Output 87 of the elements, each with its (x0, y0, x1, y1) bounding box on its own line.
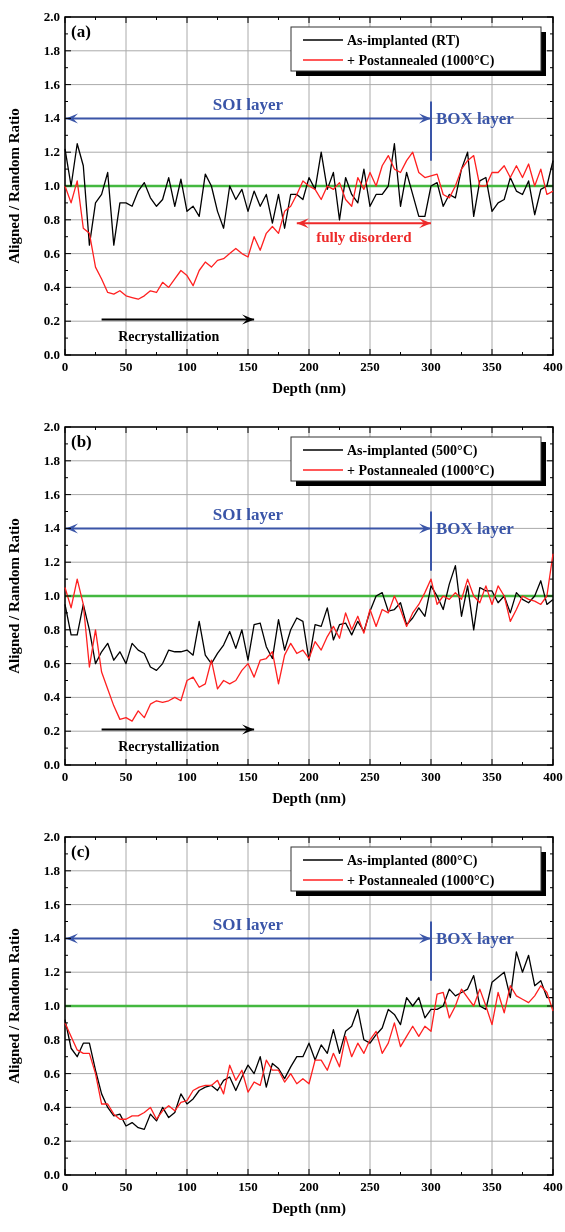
x-tick-label: 350 (482, 359, 502, 374)
x-tick-label: 100 (177, 359, 197, 374)
y-tick-label: 0.8 (43, 211, 61, 227)
legend-label: As-implanted (RT) (347, 33, 461, 49)
y-tick-label: 0.4 (43, 689, 61, 705)
y-tick-label: 0.6 (43, 1065, 61, 1081)
y-tick-label: 2.0 (43, 9, 60, 24)
x-tick-label: 200 (299, 1179, 319, 1194)
chart-title: (a) (71, 22, 91, 41)
y-tick-label: 1.2 (43, 964, 60, 980)
y-tick-label: 1.4 (43, 520, 61, 536)
x-tick-label: 200 (299, 769, 319, 784)
line-series (64, 553, 554, 722)
y-tick-label: 0.6 (43, 245, 61, 261)
x-axis-title: Depth (nm) (272, 380, 346, 397)
y-tick-label: 2.0 (43, 419, 60, 434)
y-tick-label: 0.6 (43, 655, 61, 671)
x-tick-label: 350 (482, 769, 502, 784)
y-tick-label: 1.4 (43, 930, 61, 946)
x-tick-label: 100 (177, 769, 197, 784)
y-tick-label: 0.2 (43, 1133, 60, 1149)
x-tick-label: 150 (238, 359, 258, 374)
y-tick-label: 1.2 (43, 554, 60, 570)
y-axis-title: Aligned / Random Ratio (6, 108, 22, 264)
x-tick-label: 50 (119, 359, 133, 374)
chart-title: (c) (71, 842, 90, 861)
y-tick-label: 1.8 (43, 452, 61, 468)
x-axis-title: Depth (nm) (272, 1200, 346, 1217)
y-axis-title: Aligned / Random Ratio (6, 928, 22, 1084)
x-tick-label: 50 (119, 769, 133, 784)
y-tick-label: 0.2 (43, 723, 60, 739)
annotation: fully disorderd (316, 228, 413, 245)
line-series (64, 151, 554, 300)
y-axis-title: Aligned / Random Ratio (6, 518, 22, 674)
y-tick-label: 0.4 (43, 279, 61, 295)
x-tick-label: 300 (421, 1179, 441, 1194)
x-tick-label: 350 (482, 1179, 502, 1194)
x-tick-label: 250 (360, 359, 380, 374)
chart-title: (b) (71, 432, 92, 451)
y-tick-label: 1.0 (43, 998, 60, 1013)
annotation: SOI layer (212, 95, 284, 115)
x-tick-label: 0 (61, 1179, 69, 1194)
y-tick-label: 0.8 (43, 1031, 61, 1047)
y-tick-label: 0.0 (43, 347, 60, 362)
y-tick-label: 1.0 (43, 588, 60, 603)
x-tick-label: 150 (238, 769, 258, 784)
y-tick-label: 1.8 (43, 42, 61, 58)
legend-label: + Postannealed (1000°C) (347, 873, 495, 889)
legend-label: As-implanted (500°C) (347, 443, 478, 459)
annotation: SOI layer (212, 915, 284, 935)
x-tick-label: 0 (61, 769, 69, 784)
x-tick-label: 100 (177, 1179, 197, 1194)
y-tick-label: 1.4 (43, 110, 61, 126)
y-tick-label: 0.2 (43, 313, 60, 329)
annotation: Recrystallization (118, 329, 220, 345)
x-tick-label: 150 (238, 1179, 258, 1194)
y-tick-label: 1.6 (43, 896, 61, 912)
x-tick-label: 300 (421, 359, 441, 374)
y-tick-label: 1.6 (43, 486, 61, 502)
y-tick-label: 0.8 (43, 621, 61, 637)
legend-label: + Postannealed (1000°C) (347, 53, 495, 69)
line-series (64, 985, 554, 1120)
x-tick-label: 200 (299, 359, 319, 374)
annotation: Recrystallization (118, 739, 220, 755)
x-tick-label: 50 (119, 1179, 133, 1194)
annotation: BOX layer (436, 519, 515, 539)
legend-label: + Postannealed (1000°C) (347, 463, 495, 479)
x-tick-label: 300 (421, 769, 441, 784)
y-tick-label: 1.2 (43, 144, 60, 160)
x-tick-label: 250 (360, 769, 380, 784)
y-tick-label: 1.0 (43, 178, 60, 193)
annotation: BOX layer (436, 929, 515, 949)
y-tick-label: 0.0 (43, 1167, 60, 1182)
y-tick-label: 0.4 (43, 1099, 61, 1115)
y-tick-label: 2.0 (43, 829, 60, 844)
y-tick-label: 1.6 (43, 76, 61, 92)
x-tick-label: 400 (543, 769, 563, 784)
x-axis-title: Depth (nm) (272, 790, 346, 807)
legend-label: As-implanted (800°C) (347, 853, 478, 869)
x-tick-label: 400 (543, 1179, 563, 1194)
x-tick-label: 400 (543, 359, 563, 374)
annotation: BOX layer (436, 109, 515, 129)
y-tick-label: 1.8 (43, 862, 61, 878)
x-tick-label: 250 (360, 1179, 380, 1194)
annotation: SOI layer (212, 505, 284, 525)
x-tick-label: 0 (61, 359, 69, 374)
y-tick-label: 0.0 (43, 757, 60, 772)
